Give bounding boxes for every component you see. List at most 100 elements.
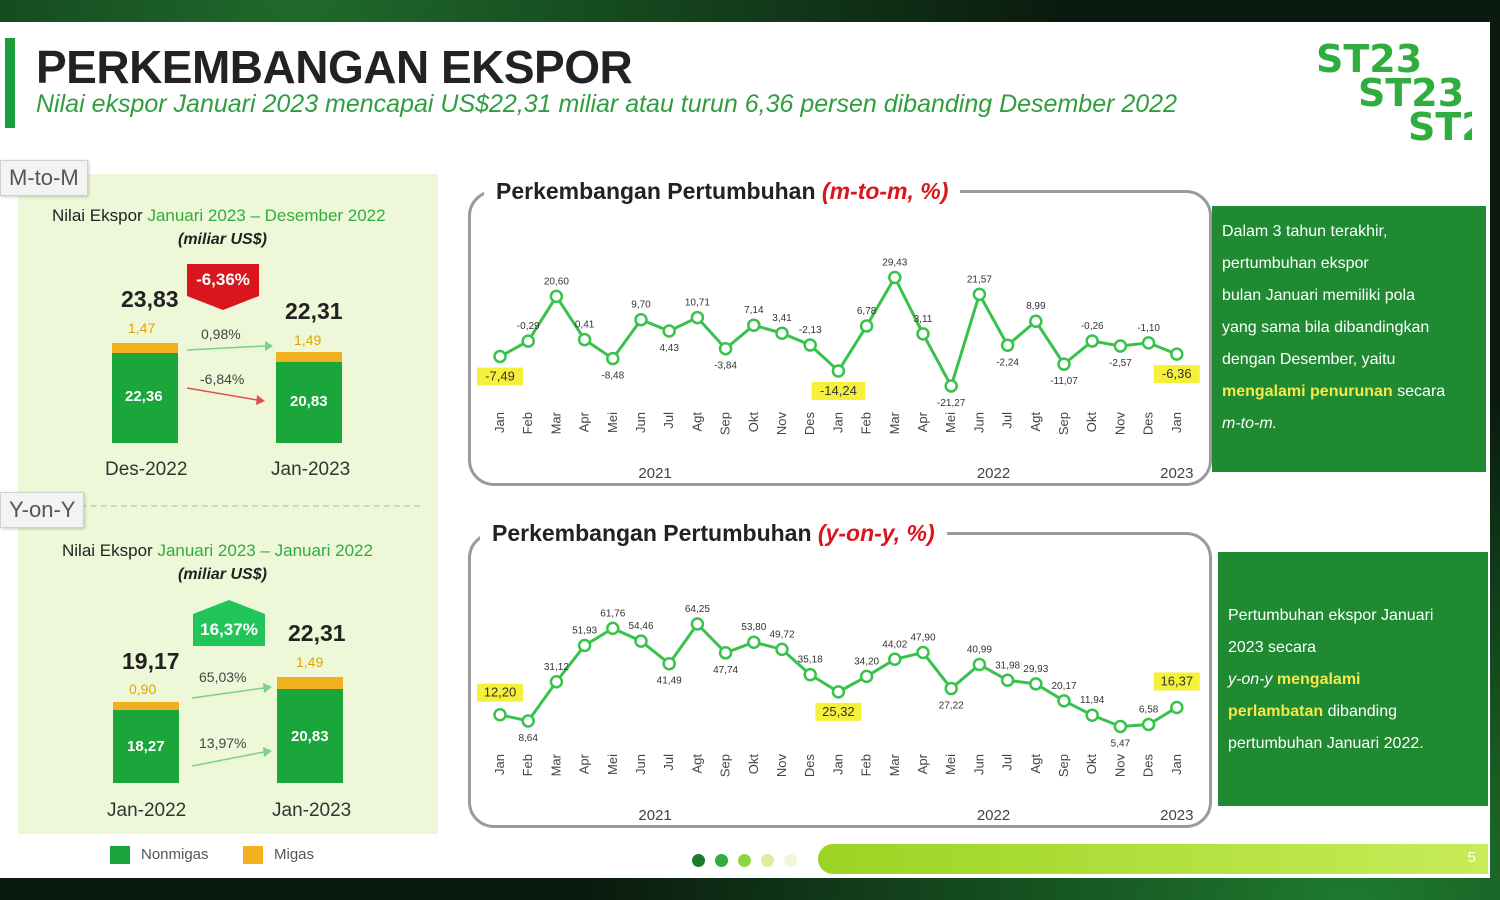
x-tick-label: Mei xyxy=(943,754,958,775)
data-label: -2,57 xyxy=(1109,358,1132,369)
data-label: 20,17 xyxy=(1051,681,1076,692)
mtom-label-period: Januari 2023 – Desember 2022 xyxy=(147,206,386,225)
mtom-bar2-nonmigas-bar xyxy=(276,362,342,443)
x-tick-label: Nov xyxy=(1112,754,1127,778)
x-tick-label: Feb xyxy=(520,412,535,434)
data-point xyxy=(1113,339,1128,353)
data-label: 44,02 xyxy=(882,639,907,650)
logo-text-3: ST23 xyxy=(1408,105,1472,144)
data-point xyxy=(1000,338,1015,353)
logo-text-2: ST23 xyxy=(1358,71,1464,115)
chart-yony: 12,20 Jan 8,64 Feb 31,12 Mar 51,93 Apr 61,76 Mei 5… xyxy=(477,604,1200,824)
data-point xyxy=(634,312,648,327)
data-label: 4,43 xyxy=(659,343,679,354)
data-label-highlight xyxy=(811,381,866,400)
mtom-bar1-xlabel: Des-2022 xyxy=(105,459,188,480)
x-tick-label: Sep xyxy=(1056,412,1071,435)
data-label: 31,98 xyxy=(995,660,1020,671)
x-year-label: 2023 xyxy=(1160,465,1193,482)
x-tick-label: Okt xyxy=(746,754,761,775)
yony-migas-change: 65,03% xyxy=(199,669,247,685)
data-point xyxy=(972,287,987,302)
chart-mtom-title: Perkembangan Pertumbuhan (m-to-m, %) xyxy=(484,178,961,205)
data-label: -21,27 xyxy=(937,398,966,409)
x-tick-label: Des xyxy=(1141,412,1156,436)
data-point xyxy=(916,327,930,341)
yony-bar1-migas-bar xyxy=(113,702,179,710)
yony-bar2-total: 22,31 xyxy=(288,620,346,646)
data-label-highlight xyxy=(477,367,523,386)
x-tick-label: Feb xyxy=(859,754,874,776)
data-label: 5,47 xyxy=(1111,738,1131,749)
yony-bar2-xlabel: Jan-2023 xyxy=(272,800,352,821)
data-point xyxy=(803,338,817,352)
progress-dot-4 xyxy=(761,854,774,867)
data-point xyxy=(944,379,958,393)
highlighted-data-label: 25,32 xyxy=(822,704,855,719)
data-point xyxy=(775,642,789,657)
side-note-mtom: Dalam 3 tahun terakhir, pertumbuhan eksp… xyxy=(1212,206,1486,472)
data-point xyxy=(1000,673,1015,688)
data-point xyxy=(606,351,620,366)
data-label: 64,25 xyxy=(685,604,710,615)
highlighted-data-label: 16,37 xyxy=(1161,673,1194,688)
data-point xyxy=(831,364,846,378)
side-note-yony-line-3-hl: mengalami xyxy=(1276,671,1361,688)
data-label-highlight xyxy=(477,683,523,702)
page-title: PERKEMBANGAN EKSPOR xyxy=(36,41,633,93)
data-label: 9,70 xyxy=(631,300,651,311)
data-point xyxy=(690,310,705,325)
chart-yony-frame xyxy=(468,532,1212,828)
side-note-mtom-line-2: pertumbuhan ekspor xyxy=(1222,255,1369,272)
x-year-label: 2022 xyxy=(977,807,1010,824)
yony-change-arrow-icon xyxy=(193,600,265,614)
footer-bar: 5 xyxy=(818,844,1488,874)
data-point xyxy=(606,621,620,636)
mtom-change-arrows-icon xyxy=(186,341,273,405)
data-point xyxy=(1029,677,1043,691)
side-note-yony: Pertumbuhan ekspor Januari 2023 secara y… xyxy=(1218,552,1488,806)
data-point xyxy=(1029,314,1043,328)
x-tick-label: Nov xyxy=(774,754,789,778)
data-point xyxy=(662,656,676,671)
data-label: 47,74 xyxy=(713,665,738,676)
side-note-mtom-line-4: yang sama bila dibandingkan xyxy=(1222,319,1430,336)
x-tick-label: Jun xyxy=(633,754,648,775)
x-tick-label: Mar xyxy=(887,411,902,434)
data-point xyxy=(577,638,592,653)
yony-bar1-total: 19,17 xyxy=(122,648,180,674)
mtom-bar1-total: 23,83 xyxy=(121,286,179,312)
yony-bar2-nonmigas-bar xyxy=(277,689,343,783)
x-tick-label: Jul xyxy=(1000,412,1015,429)
data-label: 8,99 xyxy=(1026,301,1046,312)
mtom-label: Nilai Ekspor Januari 2023 – Desember 202… xyxy=(52,206,386,226)
side-note-mtom-line-5: dengan Desember, yaitu xyxy=(1222,351,1396,368)
data-point xyxy=(1113,719,1128,734)
progress-dot-1 xyxy=(692,854,705,867)
yony-label-period: Januari 2023 – Januari 2022 xyxy=(157,541,373,560)
data-label: 51,93 xyxy=(572,625,597,636)
mtom-bar2-total: 22,31 xyxy=(285,298,343,324)
mtom-migas-change: 0,98% xyxy=(201,326,241,342)
yony-bar2-nonmigas: 20,83 xyxy=(291,728,329,745)
data-label: 34,20 xyxy=(854,656,879,667)
yony-bar1-xlabel: Jan-2022 xyxy=(107,800,187,821)
st2023-logo: ST23 ST23 ST23 xyxy=(1312,32,1500,149)
legend-migas: Migas xyxy=(274,846,315,863)
x-tick-label: Feb xyxy=(859,412,874,434)
data-point xyxy=(803,667,817,682)
data-point xyxy=(1057,694,1071,708)
data-point xyxy=(1170,700,1184,715)
yony-unit: (miliar US$) xyxy=(178,566,267,583)
mtom-bar2-migas-bar xyxy=(276,352,342,362)
data-point xyxy=(972,657,987,672)
data-label: -3,84 xyxy=(714,361,737,372)
data-label: 54,46 xyxy=(628,621,653,632)
chart-mtom: -7,49 Jan -0,29 Feb 20,60 Mar 0,41 Apr -8,48 Mei 9… xyxy=(477,258,1200,482)
side-note-yony-line-4-plain: dibanding xyxy=(1323,703,1397,720)
data-point xyxy=(718,341,733,356)
side-note-yony-line-3: y-on-y mengalami xyxy=(1228,664,1478,696)
yony-change-arrows-icon xyxy=(191,683,272,767)
mtom-bar2-migas: 1,49 xyxy=(294,332,322,348)
x-tick-label: Mei xyxy=(605,412,620,433)
